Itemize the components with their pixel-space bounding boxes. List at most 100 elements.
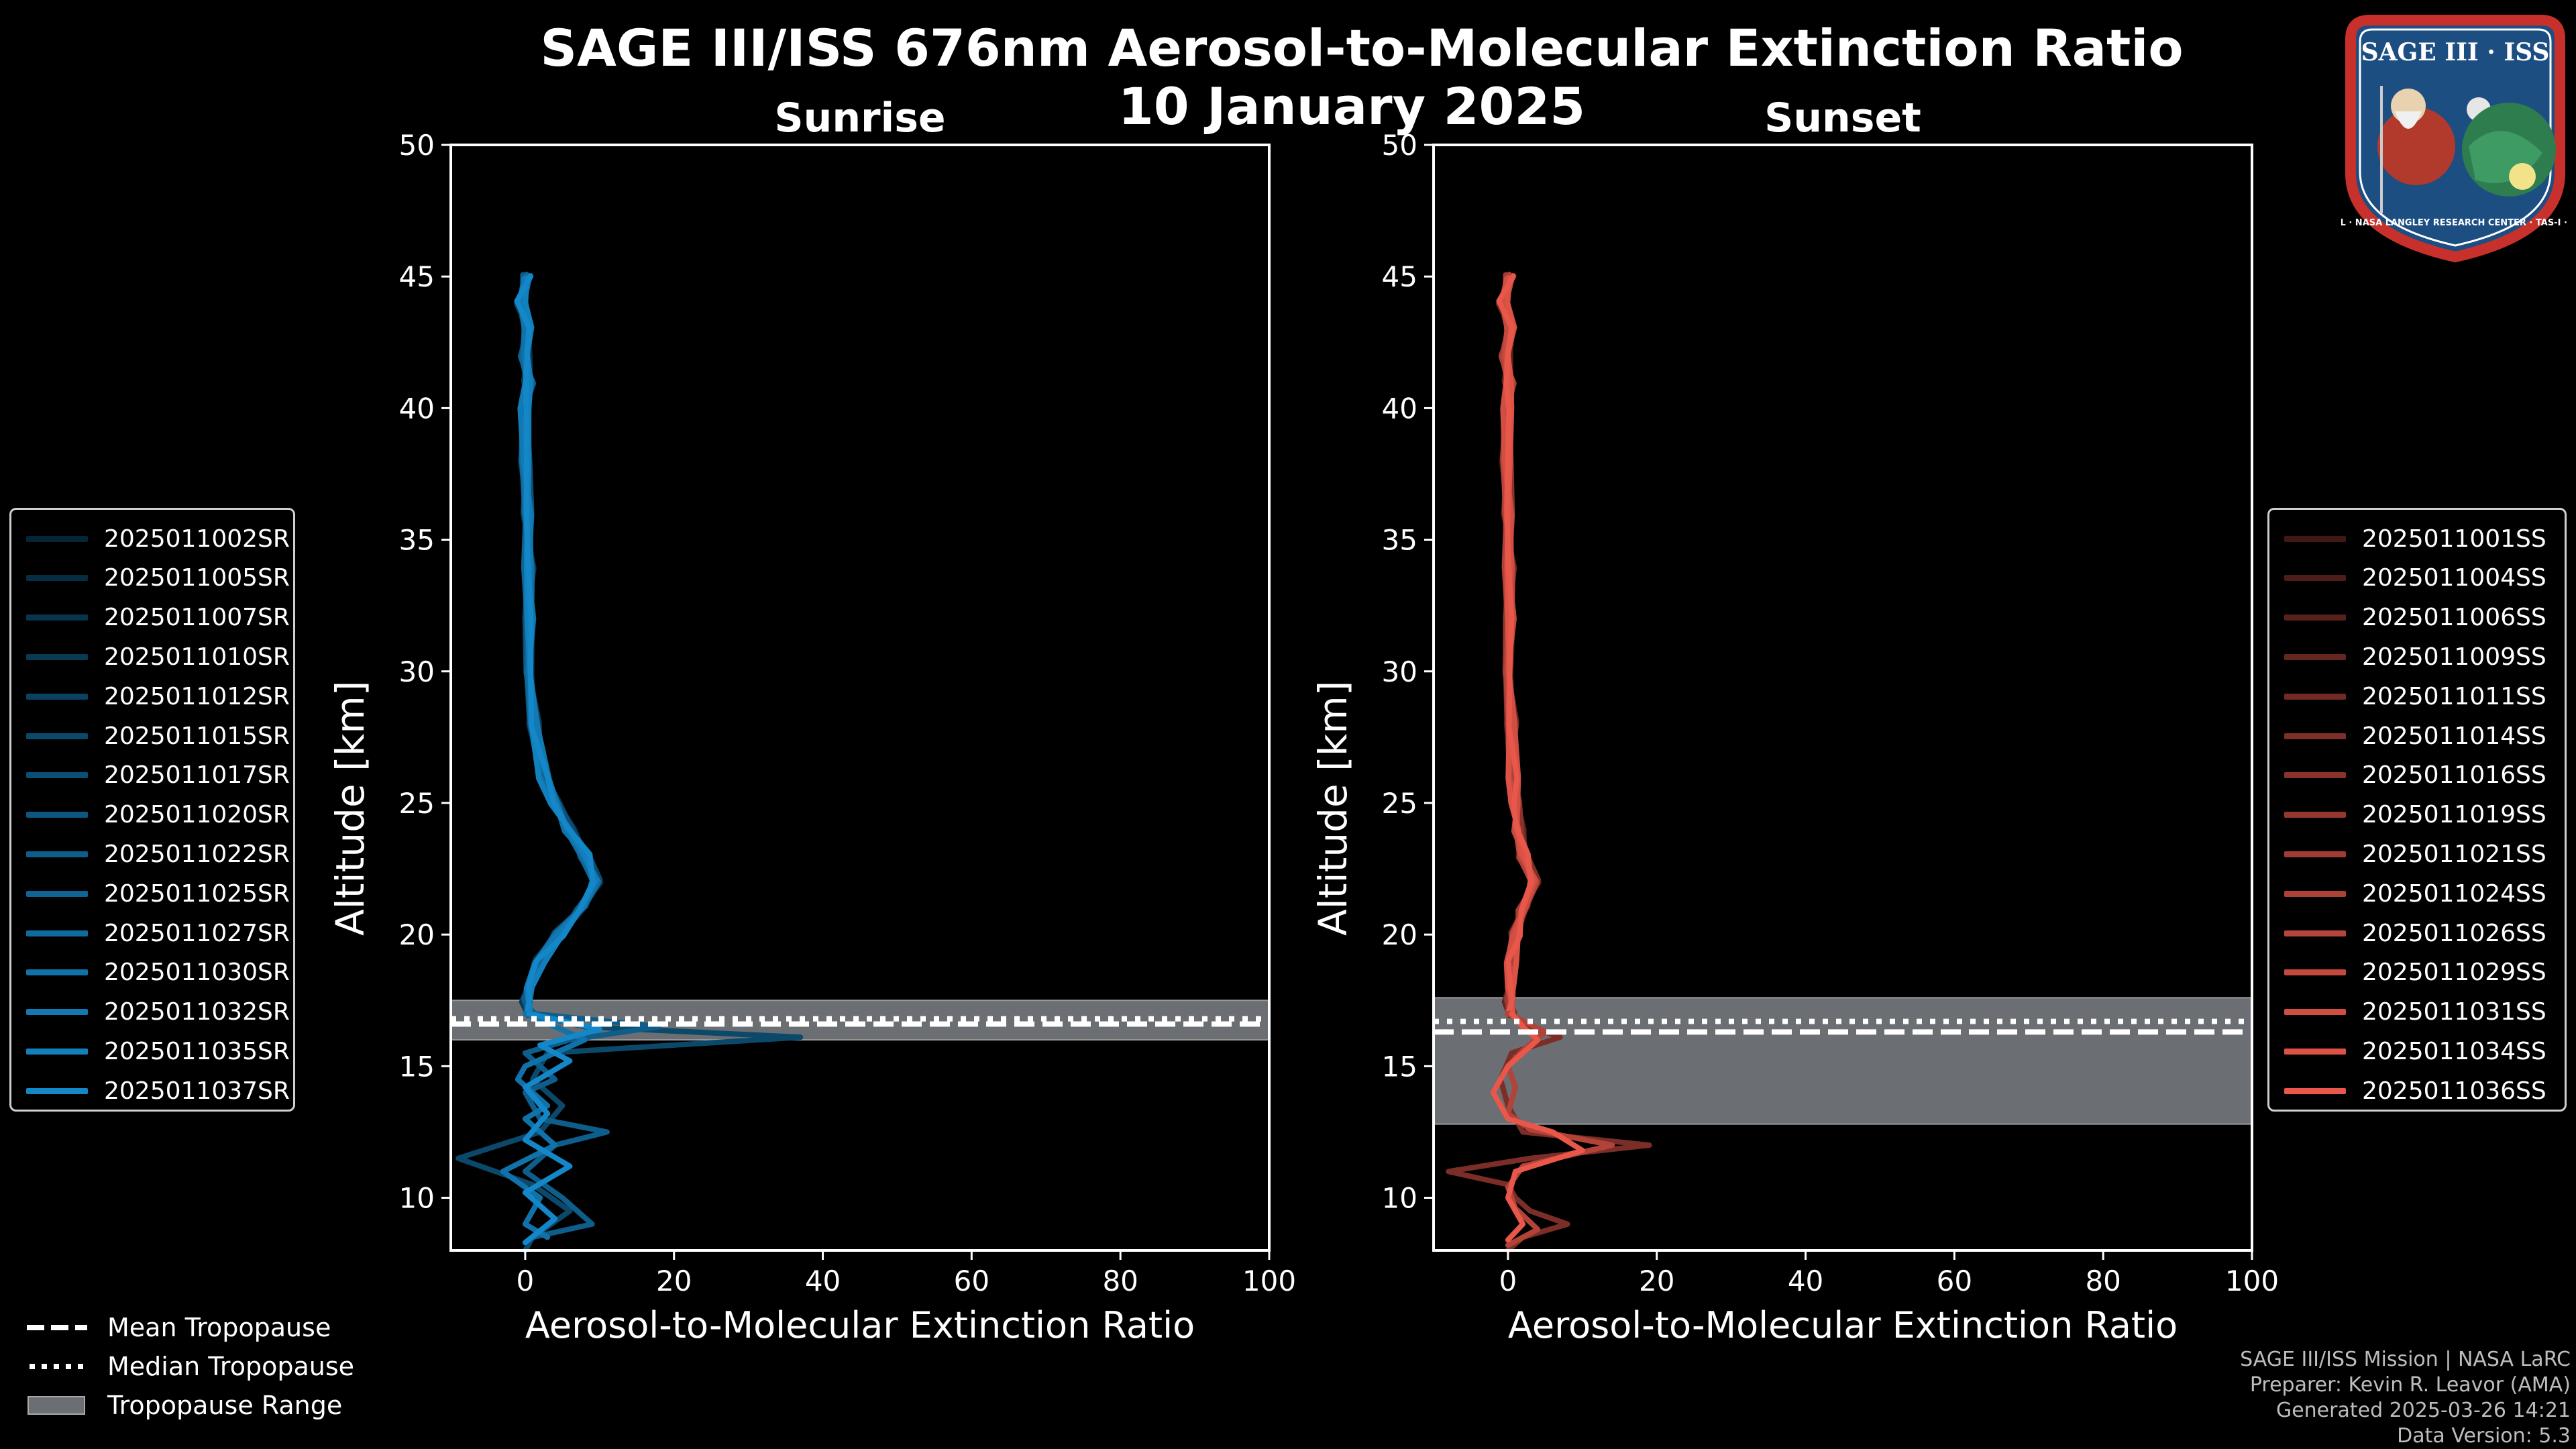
legend-entry: 2025011016SS xyxy=(2269,756,2546,795)
legend-median-tropopause: Median Tropopause xyxy=(20,1347,354,1386)
legend-swatch xyxy=(26,772,88,779)
legend-swatch xyxy=(26,1048,88,1055)
legend-swatch xyxy=(2284,653,2346,660)
plot-frame xyxy=(449,144,1271,1252)
legend-swatch xyxy=(26,575,88,582)
legend-label: 2025011031SS xyxy=(2362,998,2546,1026)
credit-generated: Generated 2025-03-26 14:21 xyxy=(2275,1399,2571,1422)
legend-label: 2025011014SS xyxy=(2362,722,2546,750)
x-tick-label: 60 xyxy=(1937,1265,1972,1297)
legend-swatch xyxy=(26,535,88,542)
legend-entry: 2025011030SR xyxy=(11,953,290,992)
legend-entry: 2025011020SR xyxy=(11,796,290,835)
credit-preparer: Preparer: Kevin R. Leavor (AMA) xyxy=(2249,1373,2571,1397)
tropopause-legend: Mean Tropopause Median Tropopause Tropop… xyxy=(20,1308,423,1442)
legend-swatch xyxy=(2284,1009,2346,1016)
legend-label: 2025011034SS xyxy=(2362,1037,2546,1065)
legend-swatch xyxy=(26,930,88,936)
sage-iii-iss-logo: SAGE III · ISS BALL · NASA LANGLEY RESEA… xyxy=(2321,12,2576,264)
legend-swatch xyxy=(2284,890,2346,897)
legend-entry: 2025011027SR xyxy=(11,914,290,953)
x-tick-label: 0 xyxy=(1499,1265,1517,1297)
low-altitude-trace xyxy=(1490,1010,1585,1243)
legend-swatch xyxy=(26,812,88,818)
y-tick-label: 10 xyxy=(1382,1182,1417,1215)
low-altitude-trace xyxy=(522,1010,602,1246)
sunrise-legend: 2025011002SR 2025011005SR 2025011007SR 2025… xyxy=(9,508,295,1112)
y-tick-label: 25 xyxy=(1382,787,1417,820)
legend-label: 2025011017SR xyxy=(104,761,290,790)
x-tick-label: 40 xyxy=(1788,1265,1823,1297)
legend-swatch xyxy=(26,851,88,857)
legend-entry: 2025011021SS xyxy=(2269,835,2546,873)
panel-title: Sunset xyxy=(1764,95,1921,142)
y-tick-label: 45 xyxy=(1382,260,1417,293)
y-tick-label: 15 xyxy=(399,1050,435,1083)
legend-median-label: Median Tropopause xyxy=(107,1352,354,1381)
x-tick-label: 60 xyxy=(954,1265,989,1297)
legend-label: 2025011016SS xyxy=(2362,761,2546,790)
x-tick-label: 80 xyxy=(2085,1265,2121,1297)
y-tick-label: 20 xyxy=(1382,918,1417,951)
legend-swatch xyxy=(2284,535,2346,542)
legend-label: 2025011001SS xyxy=(2362,525,2546,553)
legend-entry: 2025011004SS xyxy=(2269,559,2546,598)
legend-entry: 2025011011SS xyxy=(2269,677,2546,716)
legend-entry: 2025011034SS xyxy=(2269,1032,2546,1071)
sunset-panel: Sunset 0 20 40 60 80 100 10 15 20 25 30 35 40 45 50 Aero… xyxy=(1310,95,2279,1346)
legend-label: 2025011024SS xyxy=(2362,879,2546,908)
legend-swatch xyxy=(2284,851,2346,857)
x-tick-label: 20 xyxy=(656,1265,692,1297)
range-patch-icon xyxy=(27,1395,87,1415)
legend-swatch xyxy=(2284,1048,2346,1055)
legend-label: 2025011002SR xyxy=(104,525,290,553)
legend-entry: 2025011022SR xyxy=(11,835,290,873)
y-tick-label: 45 xyxy=(399,260,435,293)
legend-label: 2025011037SR xyxy=(104,1077,290,1105)
legend-entry: 2025011012SR xyxy=(11,677,290,716)
legend-label: 2025011019SS xyxy=(2362,801,2546,829)
legend-entry: 2025011029SS xyxy=(2269,953,2546,992)
legend-swatch xyxy=(26,1087,88,1094)
legend-swatch xyxy=(2284,693,2346,700)
credit-mission: SAGE III/ISS Mission | NASA LaRC xyxy=(2240,1348,2571,1371)
legend-entry: 2025011037SR xyxy=(11,1071,290,1110)
legend-entry: 2025011019SS xyxy=(2269,796,2546,835)
legend-label: 2025011029SS xyxy=(2362,959,2546,987)
legend-label: 2025011036SS xyxy=(2362,1077,2546,1105)
legend-swatch xyxy=(2284,575,2346,582)
legend-label: 2025011027SR xyxy=(104,919,290,947)
legend-label: 2025011025SR xyxy=(104,879,290,908)
legend-range-label: Tropopause Range xyxy=(107,1391,343,1420)
legend-label: 2025011035SR xyxy=(104,1037,290,1065)
y-axis-label: Altitude [km] xyxy=(327,681,373,936)
legend-label: 2025011015SR xyxy=(104,722,290,750)
legend-label: 2025011021SS xyxy=(2362,840,2546,868)
legend-entry: 2025011015SR xyxy=(11,716,290,755)
legend-entry: 2025011032SR xyxy=(11,993,290,1032)
y-tick-label: 35 xyxy=(399,524,435,557)
chart-title-line1: SAGE III/ISS 676nm Aerosol-to-Molecular … xyxy=(540,18,2183,78)
chart-title-line2: 10 January 2025 xyxy=(1118,76,1585,136)
x-tick-label: 80 xyxy=(1102,1265,1138,1297)
legend-swatch xyxy=(2284,1087,2346,1094)
y-tick-label: 30 xyxy=(399,655,435,688)
legend-entry: 2025011025SR xyxy=(11,874,290,913)
x-axis-label: Aerosol-to-Molecular Extinction Ratio xyxy=(525,1304,1195,1346)
x-tick-label: 20 xyxy=(1639,1265,1674,1297)
tropopause-range-band xyxy=(1433,997,2253,1125)
legend-mean-label: Mean Tropopause xyxy=(107,1313,331,1342)
legend-label: 2025011030SR xyxy=(104,959,290,987)
y-tick-label: 50 xyxy=(399,129,435,162)
legend-swatch xyxy=(26,653,88,660)
legend-label: 2025011012SR xyxy=(104,682,290,710)
legend-swatch xyxy=(2284,772,2346,779)
logo-title: SAGE III · ISS xyxy=(2361,38,2550,66)
y-tick-label: 25 xyxy=(399,787,435,820)
legend-label: 2025011022SR xyxy=(104,840,290,868)
dotted-line-icon xyxy=(27,1356,87,1377)
legend-swatch xyxy=(26,1009,88,1016)
legend-swatch xyxy=(26,969,88,976)
dashed-line-icon xyxy=(27,1318,87,1338)
legend-entry: 2025011024SS xyxy=(2269,874,2546,913)
